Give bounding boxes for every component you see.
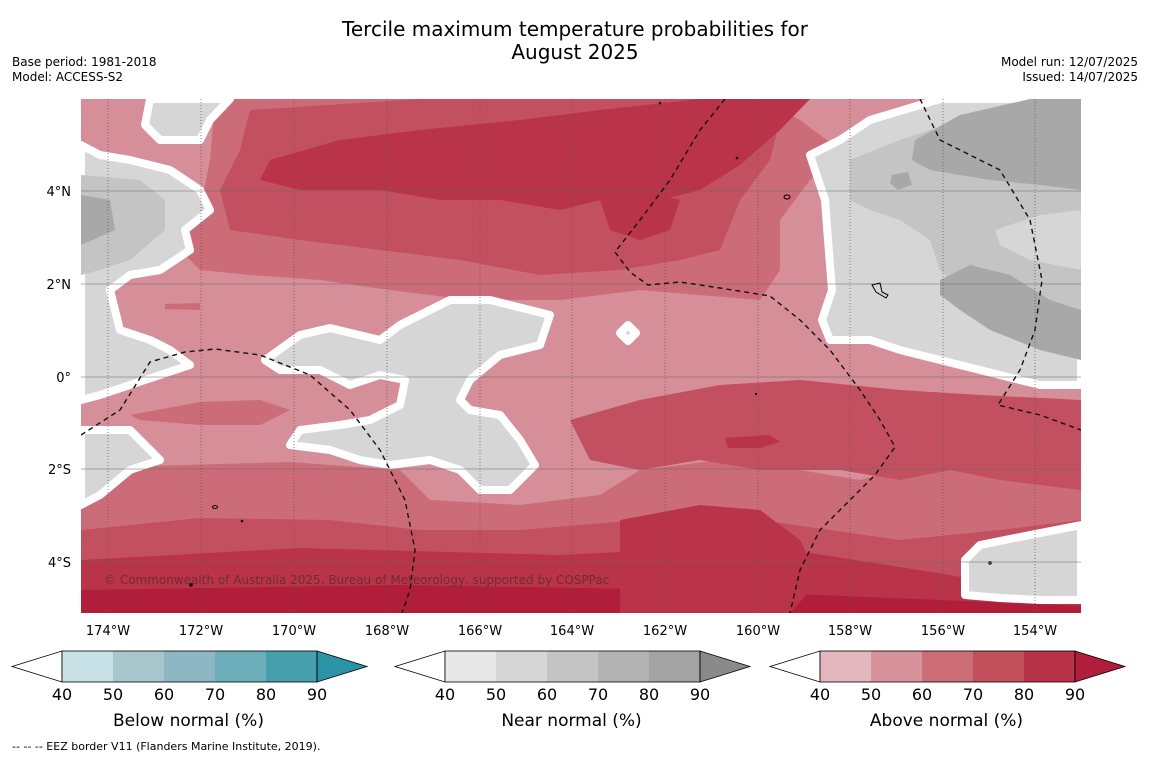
- lon-label: 162°W: [643, 624, 687, 639]
- model-name: Model: ACCESS-S2: [12, 70, 124, 84]
- footer-note: -- -- -- EEZ border V11 (Flanders Marine…: [12, 740, 321, 753]
- lon-label: 168°W: [365, 624, 409, 639]
- colorbar-segment: [1024, 651, 1075, 682]
- colorbar-segment: [62, 651, 113, 682]
- lon-label: 170°W: [272, 624, 316, 639]
- near-normal-southeast: [961, 521, 1081, 604]
- colorbar-segment: [649, 651, 700, 682]
- colorbar-tick-label: 90: [1065, 685, 1085, 704]
- colorbar-tick-label: 80: [639, 685, 659, 704]
- colorbar-extend-high: [1074, 650, 1127, 683]
- colorbar-tick-label: 60: [154, 685, 174, 704]
- lon-label: 160°W: [736, 624, 780, 639]
- colorbar-tick-label: 90: [690, 685, 710, 704]
- colorbar-extend-low: [393, 650, 446, 683]
- lat-axis-labels: 4°N 2°N 0° 2°S 4°S: [47, 185, 72, 571]
- colorbar-segment: [820, 651, 871, 682]
- colorbar-tick-label: 70: [205, 685, 225, 704]
- colorbar-segment: [922, 651, 973, 682]
- colorbar-segment: [496, 651, 547, 682]
- title-line-1: Tercile maximum temperature probabilitie…: [342, 17, 808, 41]
- colorbar-tick-label: 50: [861, 685, 881, 704]
- colorbar-tick-label: 40: [435, 685, 455, 704]
- colorbar-tick-label: 90: [307, 685, 327, 704]
- colorbar-label: Above normal (%): [870, 711, 1023, 731]
- colorbar-segment: [973, 651, 1024, 682]
- colorbar-extend-high: [699, 650, 752, 683]
- colorbar-extend-low: [10, 650, 63, 683]
- colorbar-segment: [445, 651, 496, 682]
- lon-label: 154°W: [1013, 624, 1057, 639]
- above-80-north: [260, 99, 810, 210]
- islands: [189, 101, 992, 587]
- colorbar-1: 40 50 60 70 80 90 Near normal (%): [393, 650, 752, 731]
- above-60-west-band: [130, 400, 290, 425]
- colorbar-outline: [819, 650, 1076, 683]
- colorbar-tick-label: 80: [1014, 685, 1034, 704]
- colorbar-tick-label: 70: [588, 685, 608, 704]
- colorbars: 40 50 60 70 80 90 Below normal (%) 40 50 60 70 80 90…: [10, 650, 1127, 731]
- lon-label: 164°W: [550, 624, 594, 639]
- colorbar-tick-label: 60: [537, 685, 557, 704]
- chart-title: Tercile maximum temperature probabilitie…: [0, 18, 1150, 64]
- above-80-patch: [725, 435, 780, 448]
- lon-label: 156°W: [921, 624, 965, 639]
- near-70-east: [912, 99, 1081, 190]
- colorbar-label: Near normal (%): [501, 711, 641, 731]
- colorbar-extend-low: [768, 650, 821, 683]
- near-normal-center: [261, 296, 554, 494]
- issued-date: Issued: 14/07/2025: [1022, 70, 1138, 84]
- colorbar-segment: [215, 651, 266, 682]
- lat-label: 4°S: [48, 556, 71, 571]
- colorbar-segment: [266, 651, 317, 682]
- colorbar-tick-label: 60: [912, 685, 932, 704]
- near-70-east-south: [940, 265, 1081, 360]
- colorbar-outline: [61, 650, 318, 683]
- map-area: [81, 99, 1081, 613]
- colorbar-segment: [598, 651, 649, 682]
- colorbar-tick-label: 50: [103, 685, 123, 704]
- colorbar-tick-label: 70: [963, 685, 983, 704]
- colorbar-segment: [113, 651, 164, 682]
- colorbar-2: 40 50 60 70 80 90 Above normal (%): [768, 650, 1127, 731]
- lon-axis-labels: 174°W 172°W 170°W 168°W 166°W 164°W 162°…: [86, 624, 1057, 639]
- above-70-southeast: [570, 380, 1081, 490]
- eez-borders: [81, 99, 1081, 613]
- above-80-southeast: [620, 505, 820, 613]
- lon-label: 172°W: [179, 624, 223, 639]
- lat-label: 2°N: [47, 278, 72, 293]
- meta-right: Model run: 12/07/2025 Issued: 14/07/2025: [1001, 55, 1138, 85]
- colorbar-extend-high: [316, 650, 369, 683]
- lat-label: 2°S: [48, 463, 71, 478]
- lat-gridlines: [81, 190, 1081, 563]
- near-normal-northwest: [141, 99, 234, 144]
- meta-left: Base period: 1981-2018 Model: ACCESS-S2: [12, 55, 157, 85]
- colorbar-tick-label: 40: [52, 685, 72, 704]
- near-normal-dot: [616, 321, 640, 345]
- colorbar-outline: [444, 650, 701, 683]
- lon-label: 158°W: [828, 624, 872, 639]
- colorbar-segment: [547, 651, 598, 682]
- colorbar-segment: [871, 651, 922, 682]
- colorbar-tick-label: 50: [486, 685, 506, 704]
- lon-label: 174°W: [86, 624, 130, 639]
- above-60-west-patch: [165, 303, 200, 310]
- lat-label: 0°: [56, 371, 71, 386]
- copyright-text: © Commonwealth of Australia 2025, Bureau…: [104, 573, 609, 587]
- near-normal-southwest: [81, 426, 164, 509]
- colorbar-tick-label: 80: [256, 685, 276, 704]
- base-period: Base period: 1981-2018: [12, 55, 157, 69]
- above-90-south: [81, 585, 1081, 613]
- lat-label: 4°N: [47, 185, 72, 200]
- above-80-north-patch: [600, 190, 680, 240]
- lon-label: 166°W: [458, 624, 502, 639]
- title-line-2: August 2025: [511, 40, 639, 64]
- model-run: Model run: 12/07/2025: [1000, 55, 1138, 69]
- colorbar-segment: [164, 651, 215, 682]
- colorbar-label: Below normal (%): [113, 711, 264, 731]
- colorbar-tick-label: 40: [810, 685, 830, 704]
- colorbar-0: 40 50 60 70 80 90 Below normal (%): [10, 650, 369, 731]
